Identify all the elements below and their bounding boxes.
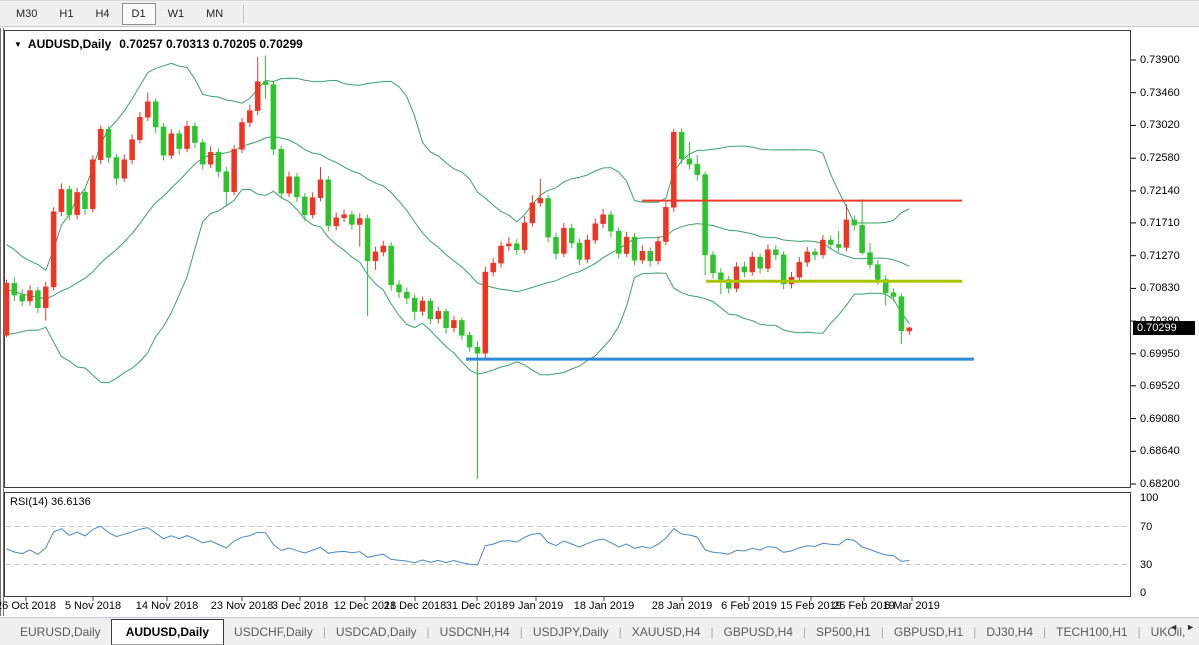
main-chart-panel[interactable] (4, 30, 1131, 488)
date-axis-label: 9 Jan 2019 (508, 600, 564, 612)
timeframe-button-m30[interactable]: M30 (16, 7, 38, 20)
current-price-tag: 0.70299 (1133, 320, 1195, 335)
tab-usdchf-daily[interactable]: USDCHF,Daily (234, 624, 313, 639)
toolbar-separator (243, 4, 245, 23)
chart-ohlc-values: 0.70257 0.70313 0.70205 0.70299 (119, 37, 303, 51)
tab-separator: | (802, 624, 807, 639)
tab-separator: | (618, 624, 622, 639)
rsi-axis-label: 0 (1140, 587, 1147, 599)
tab-gbpusd-h4[interactable]: GBPUSD,H4 (723, 624, 793, 639)
date-axis-label: 31 Dec 2018 (445, 600, 509, 612)
tab-usdcad-daily[interactable]: USDCAD,Daily (335, 624, 417, 639)
window-left-frame (0, 28, 4, 616)
date-axis-label: 28 Jan 2019 (651, 600, 713, 612)
date-axis-label: 25 Feb 2019 (833, 600, 895, 612)
tab-separator: | (322, 624, 326, 639)
date-axis-label: 15 Feb 2019 (780, 600, 842, 612)
timeframe-button-d1[interactable]: D1 (121, 2, 156, 25)
date-axis-label: 26 Oct 2018 (0, 600, 56, 612)
tab-eurusd-daily[interactable]: EURUSD,Daily (20, 624, 101, 639)
chart-symbol-period: AUDUSD,Daily (27, 37, 112, 51)
tab-scroll-right-icon[interactable]: ► (1186, 622, 1195, 632)
tab-gbpusd-h1[interactable]: GBPUSD,H1 (893, 624, 964, 639)
price-axis-label: 0.70830 (1140, 282, 1180, 295)
tab-scroll-controls: ◄ ► (1169, 622, 1195, 632)
chart-title: ▼ AUDUSD,Daily 0.70257 0.70313 0.70205 0.7… (14, 37, 303, 51)
date-axis-label: 3 Dec 2018 (271, 600, 329, 612)
timeframe-button-h4[interactable]: H4 (95, 7, 110, 20)
rsi-axis-label: 30 (1140, 558, 1153, 571)
tab-tech100-h1[interactable]: TECH100,H1 (1056, 624, 1128, 639)
price-axis-label: 0.69080 (1140, 412, 1180, 425)
chart-dropdown-icon: ▼ (14, 40, 22, 49)
chart-tab-bar: EURUSD,Daily AUDUSD,Daily USDCHF,Daily | USD… (0, 618, 1199, 645)
price-axis-label: 0.69950 (1140, 347, 1180, 360)
tab-separator: | (880, 624, 884, 639)
date-axis-label: 21 Dec 2018 (383, 600, 447, 612)
tab-sp500-h1[interactable]: SP500,H1 (816, 624, 871, 639)
timeframe-toolbar: M30 H1 H4 D1 W1 MN (0, 0, 1199, 27)
tab-scroll-left-icon[interactable]: ◄ (1169, 622, 1179, 632)
price-axis-label: 0.72140 (1140, 184, 1180, 197)
tab-separator: | (426, 624, 430, 639)
price-axis-label: 0.68640 (1140, 445, 1180, 458)
tab-usdjpy-daily[interactable]: USDJPY,Daily (532, 624, 609, 639)
price-axis-label: 0.71710 (1140, 216, 1180, 229)
tab-separator: | (710, 624, 714, 639)
price-axis-label: 0.71270 (1140, 249, 1180, 262)
date-axis-label: 18 Jan 2019 (573, 600, 635, 612)
date-axis-label: 6 Mar 2019 (884, 600, 940, 612)
tab-usdcnh-h4[interactable]: USDCNH,H4 (439, 624, 510, 639)
rsi-indicator-label: RSI(14) 36.6136 (10, 496, 91, 508)
tab-separator: | (1137, 624, 1141, 639)
price-axis-label: 0.73460 (1140, 86, 1180, 99)
rsi-axis-label: 70 (1140, 520, 1153, 533)
tab-separator: | (519, 624, 523, 639)
rsi-indicator-panel[interactable] (4, 492, 1131, 597)
price-axis-label: 0.73900 (1140, 54, 1180, 66)
tab-dj30-h4[interactable]: DJ30,H4 (986, 624, 1034, 639)
timeframe-button-mn[interactable]: MN (206, 7, 224, 20)
tab-separator: | (973, 624, 977, 639)
price-axis-label: 0.69520 (1140, 379, 1180, 392)
date-axis-label: 5 Nov 2018 (64, 600, 122, 612)
tab-xauusd-h4[interactable]: XAUUSD,H4 (631, 624, 701, 639)
date-axis-label: 12 Dec 2018 (333, 600, 397, 612)
tab-audusd-daily[interactable]: AUDUSD,Daily (110, 618, 225, 645)
date-axis-label: 23 Nov 2018 (210, 600, 274, 612)
price-axis-label: 0.72580 (1140, 152, 1180, 165)
date-axis-label: 14 Nov 2018 (135, 600, 199, 612)
timeframe-button-h1[interactable]: H1 (59, 7, 74, 20)
tab-separator: | (1043, 624, 1047, 639)
timeframe-button-w1[interactable]: W1 (167, 7, 185, 20)
tab-ukoil[interactable]: UKOil, (1150, 624, 1186, 639)
price-axis-label: 0.73020 (1140, 119, 1180, 132)
tabbar-divider (0, 617, 1199, 618)
date-axis-label: 6 Feb 2019 (721, 600, 777, 612)
rsi-axis-label: 100 (1140, 492, 1159, 504)
price-axis-label: 0.68200 (1140, 478, 1180, 491)
